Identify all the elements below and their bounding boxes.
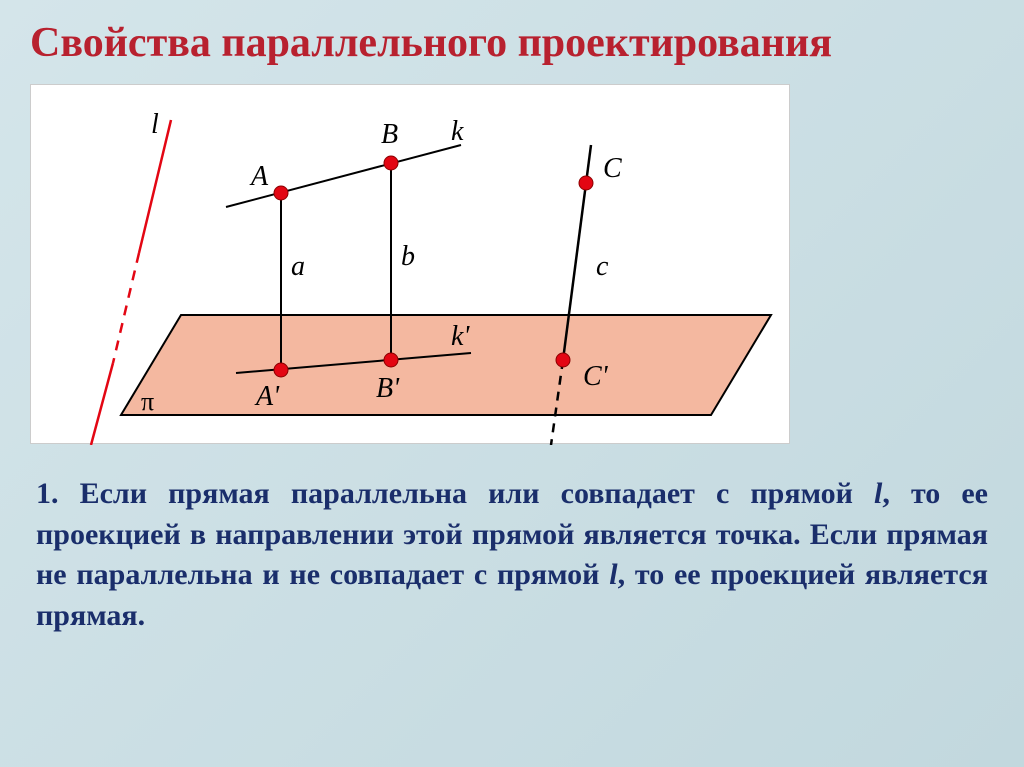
svg-text:c: c (596, 251, 609, 282)
svg-text:C': C' (583, 361, 609, 392)
property-body: Если прямая параллельна или совпадает с … (36, 477, 988, 632)
property-number: 1. (36, 477, 59, 510)
projection-diagram: A B A' B' C C' l k k' a b c π (30, 84, 790, 444)
svg-text:C: C (603, 153, 622, 184)
svg-text:l: l (151, 109, 159, 140)
svg-text:A': A' (254, 381, 280, 412)
svg-text:A: A (249, 161, 269, 192)
svg-text:B: B (381, 119, 398, 150)
svg-text:k': k' (451, 321, 470, 352)
svg-text:k: k (451, 116, 464, 147)
svg-text:π: π (141, 387, 154, 416)
property-text: 1. Если прямая параллельна или совпадает… (30, 474, 994, 636)
svg-text:a: a (291, 251, 305, 282)
slide-title: Свойства параллельного проектирования (30, 20, 994, 66)
svg-text:b: b (401, 241, 415, 272)
svg-text:B': B' (376, 373, 400, 404)
